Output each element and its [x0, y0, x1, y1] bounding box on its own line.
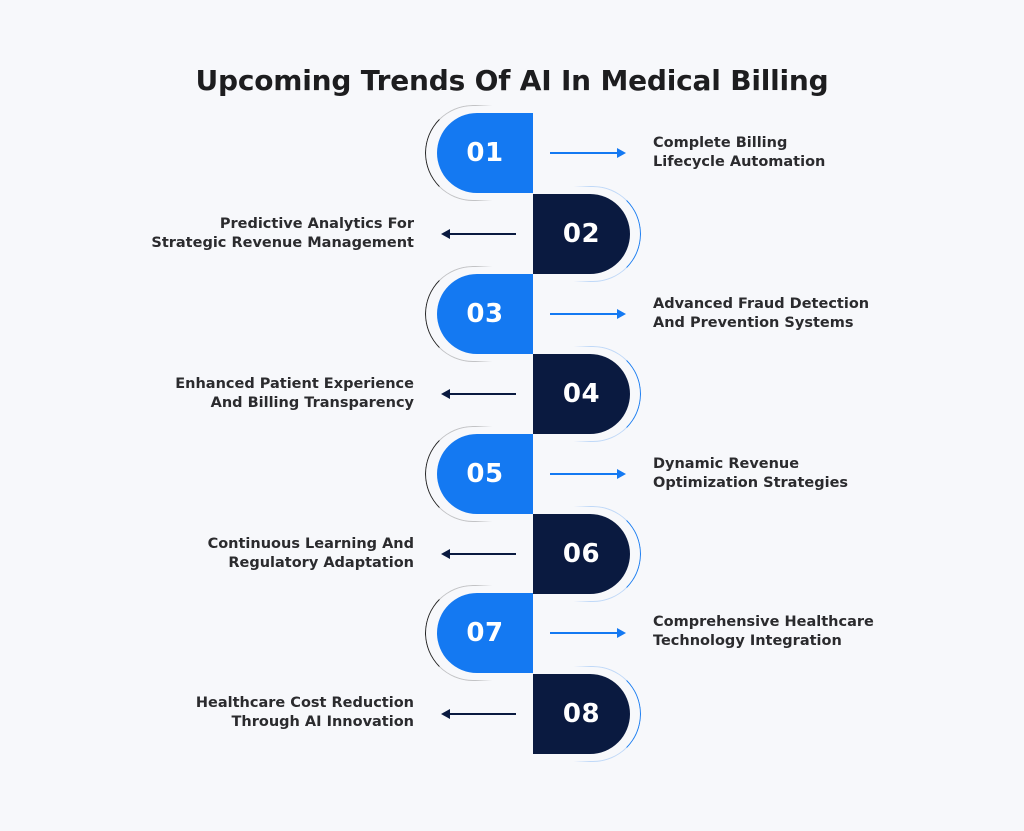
arrow-left-icon [441, 229, 516, 239]
step-07-label: Comprehensive Healthcare Technology Inte… [653, 614, 874, 649]
arrow-right-icon [550, 309, 626, 319]
step-08-label: Healthcare Cost Reduction Through AI Inn… [195, 695, 414, 730]
step-04-label: Enhanced Patient Experience And Billing … [175, 376, 414, 411]
arrow-right-icon [550, 148, 626, 158]
step-number: 02 [562, 219, 601, 249]
arrow-right-icon [550, 469, 626, 479]
step-06-label: Continuous Learning And Regulatory Adapt… [207, 536, 414, 571]
arrow-left-icon [441, 389, 516, 399]
step-01-label: Complete Billing Lifecycle Automation [653, 135, 826, 170]
step-03-label: Advanced Fraud Detection And Prevention … [653, 296, 870, 331]
step-number: 08 [562, 699, 601, 729]
step-02-label: Predictive Analytics For Strategic Reven… [151, 216, 414, 251]
step-06-badge: 06 [533, 514, 630, 594]
arrow-left-icon [441, 709, 516, 719]
step-02-badge: 02 [533, 194, 630, 274]
step-05-badge: 05 [437, 434, 533, 514]
step-08-badge: 08 [533, 674, 630, 754]
step-number: 06 [562, 539, 601, 569]
arrow-left-icon [441, 549, 516, 559]
step-04-badge: 04 [533, 354, 630, 434]
step-05-label: Dynamic Revenue Optimization Strategies [653, 456, 849, 491]
step-number: 07 [466, 618, 504, 648]
step-number: 01 [466, 138, 504, 168]
step-number: 03 [466, 299, 504, 329]
arrow-right-icon [550, 628, 626, 638]
step-number: 05 [466, 459, 504, 489]
step-03-badge: 03 [437, 274, 533, 354]
step-01-badge: 01 [437, 113, 533, 193]
page-title: Upcoming Trends Of AI In Medical Billing [195, 64, 829, 97]
step-07-badge: 07 [437, 593, 533, 673]
step-number: 04 [562, 379, 601, 409]
